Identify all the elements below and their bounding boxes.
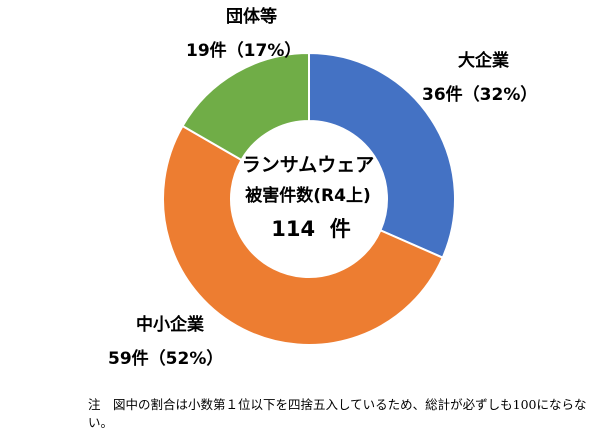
slice-organizations xyxy=(181,51,310,162)
slice-name-organizations: 団体等 xyxy=(226,7,277,27)
donut-center-label: ランサムウェア 被害件数(R4上) 114 件 xyxy=(228,152,388,244)
slice-label-organizations: 団体等 19件（17%） xyxy=(186,0,301,68)
donut-chart xyxy=(162,51,456,346)
slice-label-sme: 中小企業 59件（52%） xyxy=(108,308,223,376)
slice-name-large-enterprise: 大企業 xyxy=(458,51,509,71)
slice-label-large-enterprise: 大企業 36件（32%） xyxy=(422,44,537,112)
slice-count-organizations: 19件（17%） xyxy=(186,41,302,61)
slice-count-large-enterprise: 36件（32%） xyxy=(422,85,538,105)
center-total-unit: 件 xyxy=(329,217,351,241)
footnote: 注 図中の割合は小数第１位以下を四捨五入しているため、総計が必ずしも100になら… xyxy=(88,397,587,430)
center-subtitle: 被害件数(R4上) xyxy=(245,186,371,206)
slice-large-enterprise xyxy=(308,51,456,259)
center-total: 114 件 xyxy=(228,214,388,244)
center-total-value: 114 xyxy=(271,217,316,241)
slice-sme xyxy=(162,124,445,346)
slice-count-sme: 59件（52%） xyxy=(108,349,224,369)
center-title: ランサムウェア xyxy=(241,154,375,176)
slice-name-sme: 中小企業 xyxy=(136,315,204,335)
donut-slices xyxy=(162,51,456,346)
